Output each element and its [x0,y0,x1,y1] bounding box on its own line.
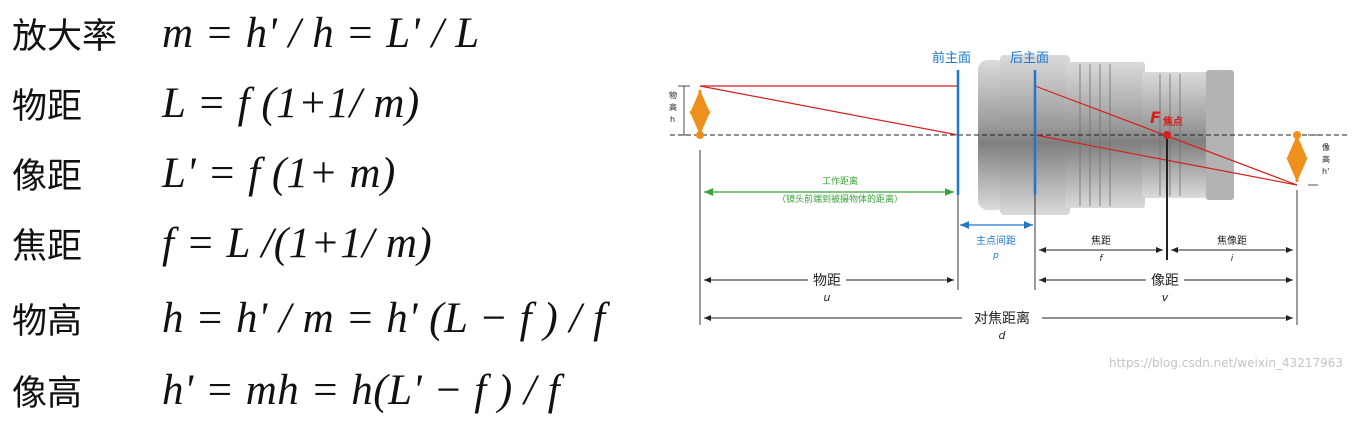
formula-focal-length: 焦距 f = L /(1+1/ m) [12,213,432,273]
focus-distance-symbol: d [999,329,1007,342]
principal-gap-symbol: p [992,251,999,261]
image-focal-symbol: i [1231,254,1234,264]
focus-letter: F [1150,108,1161,127]
formula-label: 放大率 [12,16,118,57]
working-distance-label: 工作距离 [822,175,858,187]
formula-equation: f = L /(1+1/ m) [162,219,433,267]
watermark: https://blog.csdn.net/weixin_43217963 [1109,356,1343,370]
image-focal-distance-label: 焦像距 [1217,234,1247,247]
formula-image-height: 像高 h' = mh = h(L' − f ) / f [12,360,560,420]
formula-image-distance: 像距 L' = f (1+ m) [12,143,396,203]
image-distance-symbol: v [1162,291,1169,304]
rear-principal-plane-label: 后主面 [1010,51,1049,66]
focus-distance-label: 对焦距离 [974,310,1030,327]
formula-label: 像距 [12,156,83,197]
image-point [1293,131,1301,139]
working-distance-note: （镜头前端到被摄物体的距离） [777,193,903,205]
formula-equation: L' = f (1+ m) [162,149,396,197]
lens-diagram: 前主面 后主面 物高 h 像高 h' F 焦点 工作距离 （镜头前端到被摄物体的距离… [669,50,1350,370]
front-principal-plane-label: 前主面 [932,50,971,66]
formula-label: 焦距 [12,226,83,267]
object-height-label: 物高 h [669,90,677,124]
formula-label: 物高 [12,301,83,342]
principal-gap-label: 主点间距 [976,234,1016,247]
formula-label: 像高 [12,373,83,414]
focal-length-label: 焦距 [1091,234,1111,247]
focal-length-symbol: f [1099,254,1104,264]
formula-list: 放大率 m = h' / h = L' / L 物距 L = f (1+1/ m… [0,0,660,426]
formula-equation: L = f (1+1/ m) [162,79,420,127]
formula-equation: h = h' / m = h' (L − f ) / f [162,294,606,342]
formula-equation: h' = mh = h(L' − f ) / f [162,366,561,414]
object-point [696,131,704,139]
object-distance-label: 物距 [813,273,841,289]
formula-object-distance: 物距 L = f (1+1/ m) [12,73,420,133]
image-distance-label: 像距 [1151,273,1179,289]
formula-label: 物距 [12,86,83,127]
formula-object-height: 物高 h = h' / m = h' (L − f ) / f [12,288,606,348]
object-distance-symbol: u [824,291,831,304]
extension-lines [699,150,1298,325]
formula-equation: m = h' / h = L' / L [162,9,480,57]
focus-label: 焦点 [1162,115,1183,128]
formula-magnification: 放大率 m = h' / h = L' / L [12,3,480,63]
focal-point [1163,131,1171,139]
image-height-label: 像高 h' [1322,142,1330,176]
